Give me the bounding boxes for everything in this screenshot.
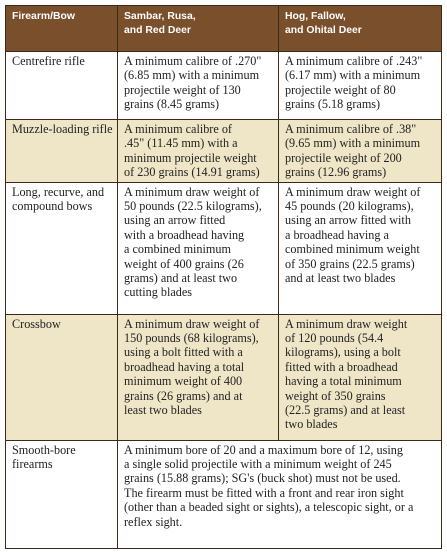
cell-hog: A minimum draw weight of 45 pounds (20 k…: [278, 181, 442, 315]
header-hog-fallow-ohital-deer: Hog, Fallow, and Ohital Deer: [278, 5, 442, 52]
cell-hog: A minimum draw weight of 120 pounds (54.…: [278, 313, 442, 441]
cell-type: Long, recurve, and compound bows: [5, 181, 118, 315]
table-row-muzzle-loading: Muzzle-loading rifle A minimum calibre o…: [5, 119, 442, 183]
cell-sambar: A minimum calibre of .270" (6.85 mm) wit…: [117, 51, 279, 120]
cell-hog: A minimum calibre of .243" (6.17 mm) wit…: [278, 51, 442, 120]
cell-type: Crossbow: [5, 313, 118, 441]
table-row-bows: Long, recurve, and compound bows A minim…: [5, 181, 442, 315]
cell-sambar: A minimum draw weight of 150 pounds (68 …: [117, 313, 279, 441]
cell-type: Muzzle-loading rifle: [5, 119, 118, 183]
cell-sambar: A minimum draw weight of 50 pounds (22.5…: [117, 181, 279, 315]
table-row-smooth-bore: Smooth-bore firearms A minimum bore of 2…: [5, 439, 442, 549]
table-header-row: Firearm/Bow Sambar, Rusa, and Red Deer H…: [5, 5, 442, 52]
header-firearm-bow: Firearm/Bow: [5, 5, 118, 52]
table-row-centrefire: Centrefire rifle A minimum calibre of .2…: [5, 51, 442, 120]
cell-sambar: A minimum calibre of .45" (11.45 mm) wit…: [117, 119, 279, 183]
cell-hog: A minimum calibre of .38" (9.65 mm) with…: [278, 119, 442, 183]
firearm-requirements-table: Firearm/Bow Sambar, Rusa, and Red Deer H…: [5, 5, 442, 549]
firearm-table-container: Firearm/Bow Sambar, Rusa, and Red Deer H…: [5, 5, 442, 549]
header-sambar-rusa-red-deer: Sambar, Rusa, and Red Deer: [117, 5, 279, 52]
cell-combined: A minimum bore of 20 and a maximum bore …: [117, 439, 442, 549]
cell-type: Centrefire rifle: [5, 51, 118, 120]
table-row-crossbow: Crossbow A minimum draw weight of 150 po…: [5, 313, 442, 441]
cell-type: Smooth-bore firearms: [5, 439, 118, 549]
